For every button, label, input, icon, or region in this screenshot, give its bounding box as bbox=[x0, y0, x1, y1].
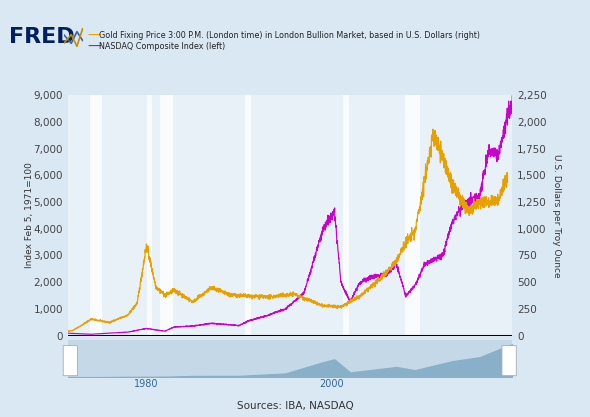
Bar bbox=[160, 95, 173, 336]
Text: Gold Fixing Price 3:00 P.M. (London time) in London Bullion Market, based in U.S: Gold Fixing Price 3:00 P.M. (London time… bbox=[99, 31, 480, 40]
Bar bbox=[146, 95, 152, 336]
Bar bbox=[343, 95, 349, 336]
Bar bbox=[245, 95, 251, 336]
FancyBboxPatch shape bbox=[63, 346, 77, 376]
Text: FRED: FRED bbox=[9, 27, 75, 47]
Text: NASDAQ Composite Index (left): NASDAQ Composite Index (left) bbox=[99, 42, 225, 51]
Text: —: — bbox=[87, 40, 101, 54]
Text: Sources: IBA, NASDAQ: Sources: IBA, NASDAQ bbox=[237, 401, 353, 411]
Bar bbox=[90, 95, 102, 336]
Y-axis label: U.S. Dollars per Troy Ounce: U.S. Dollars per Troy Ounce bbox=[552, 153, 561, 277]
Y-axis label: Index Feb 5, 1971=100: Index Feb 5, 1971=100 bbox=[25, 163, 34, 268]
Text: —: — bbox=[87, 28, 101, 43]
FancyBboxPatch shape bbox=[502, 346, 516, 376]
Bar bbox=[405, 95, 419, 336]
